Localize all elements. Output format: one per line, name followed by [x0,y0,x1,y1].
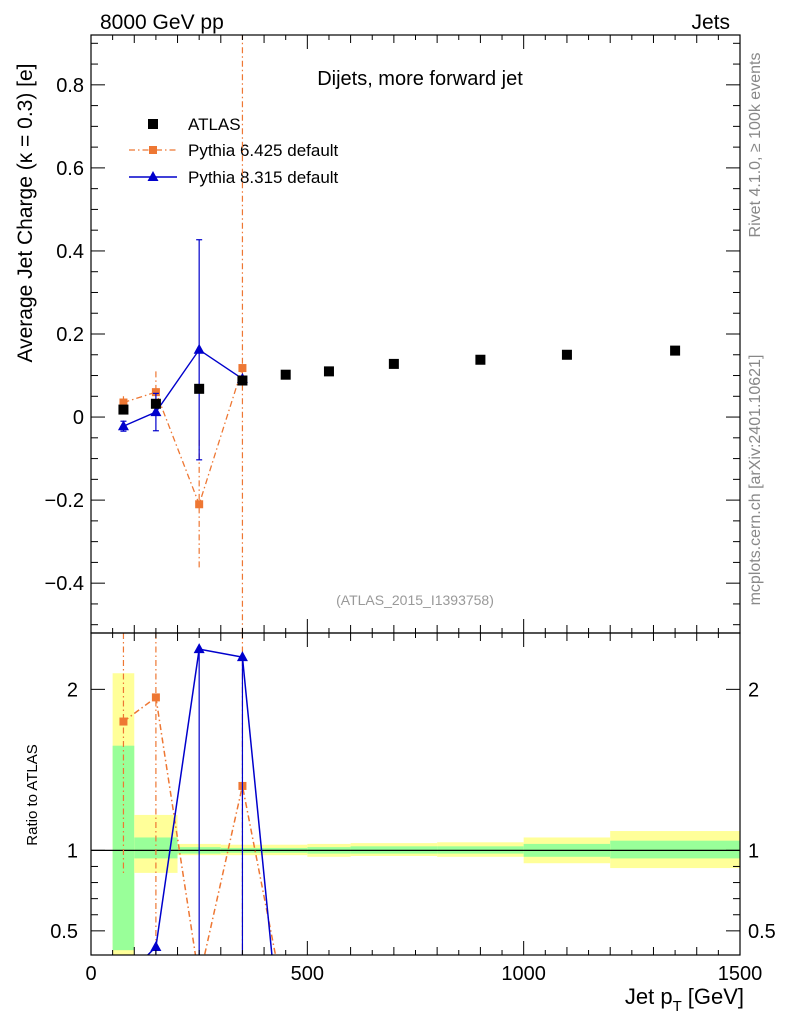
y-tick-label: −0.2 [45,490,84,512]
ratio-y-tick-label: 2 [67,679,78,701]
ratio-y-tick-label: 0.5 [50,921,78,943]
pythia6-point [238,364,247,373]
y-axis-label: Average Jet Charge (κ = 0.3) [e] [14,63,37,362]
ratio-pythia8-line [146,648,273,955]
ratio-y-axis-label: Ratio to ATLAS [24,744,41,845]
pythia6-point [195,500,204,509]
x-axis-label-unit: [GeV] [688,984,744,1009]
y-tick-label: 0.8 [56,75,84,97]
legend-label: Pythia 6.425 default [188,141,339,160]
chart-title: Dijets, more forward jet [317,68,523,90]
x-axis-label-main: Jet p [625,984,673,1009]
legend-pythia8-marker [147,171,159,181]
header-left: 8000 GeV pp [100,11,224,34]
ratio-pythia6-point [119,717,128,726]
atlas-point [388,358,399,369]
main-curves [117,35,681,633]
legend: ATLAS Pythia 6.425 default Pythia 8.315 de… [129,115,339,187]
y-tick-label: 0.4 [56,241,84,263]
pythia8-point [193,343,205,354]
ratio-band-inner [112,745,135,951]
x-tick-label: 0 [85,963,96,985]
ratio-pythia8-point [236,651,248,662]
header-right: Jets [691,11,730,34]
main-clip-group [117,35,681,633]
ratio-y-tick-label-right: 1 [748,840,759,862]
side-text-top: Rivet 4.1.0, ≥ 100k events [747,53,764,238]
ratio-curves [119,633,277,955]
pythia6-point [119,398,128,407]
atlas-point [561,349,572,360]
legend-pythia6-marker [149,146,157,154]
pythia8-point [150,406,162,417]
atlas-point [475,354,486,365]
atlas-point [194,383,205,394]
y-tick-label: 0.2 [56,324,84,346]
atlas-point [280,369,291,380]
atlas-point [118,404,129,415]
pythia6-point [151,388,160,397]
x-tick-label: 1500 [718,963,763,985]
legend-label: Pythia 8.315 default [188,168,339,187]
ratio-bands [91,673,740,955]
watermark: (ATLAS_2015_I1393758) [336,592,494,608]
atlas-point [323,366,334,377]
atlas-point [237,375,248,386]
x-axis-label: Jet pT [GeV] [625,984,744,1015]
x-axis-label-sub: T [673,998,682,1015]
pythia8-line [123,348,243,427]
legend-atlas-marker [148,119,158,129]
axes: 0 500 1000 1500 −0.4 −0.2 0 0.2 0.4 0.6 0.8 0.5 0.5 1… [45,34,776,985]
ratio-y-tick-label-right: 0.5 [748,921,776,943]
ratio-pythia8-point [150,940,162,951]
ratio-band-inner [610,840,740,859]
ratio-pythia6-line [123,696,277,955]
ratio-pythia6-point [151,693,160,702]
side-text-bottom: mcplots.cern.ch [arXiv:2401.10621] [747,355,764,606]
ratio-band-inner [134,837,178,859]
ratio-y-tick-label-right: 2 [748,679,759,701]
pythia6-line [123,367,244,507]
y-tick-label: −0.4 [45,573,84,595]
y-tick-label: 0.6 [56,158,84,180]
atlas-point [150,398,161,409]
x-tick-label: 500 [291,963,324,985]
ratio-pythia8-point [193,643,205,654]
y-tick-label: 0 [73,407,84,429]
legend-label: ATLAS [188,115,241,134]
atlas-point [670,345,681,356]
x-tick-label: 1000 [501,963,546,985]
pythia8-point [117,420,129,431]
ratio-y-tick-label: 1 [67,840,78,862]
